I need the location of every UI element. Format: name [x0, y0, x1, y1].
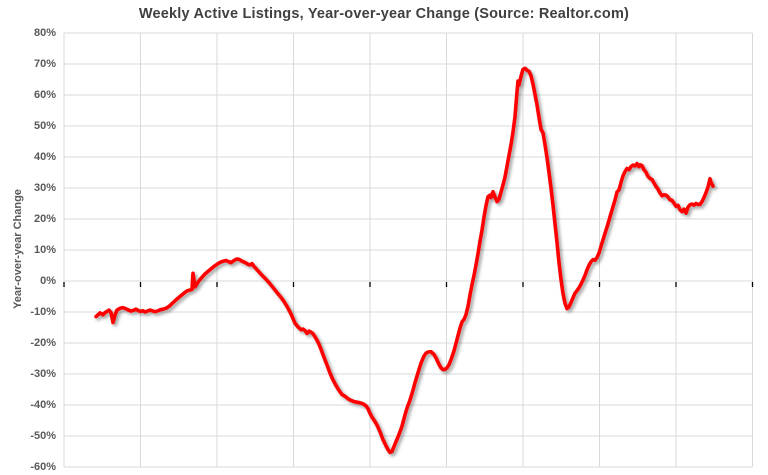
- y-tick-label: -50%: [30, 430, 56, 442]
- y-tick-label: 70%: [33, 58, 56, 70]
- y-tick-label: -10%: [30, 306, 56, 318]
- y-tick-label: 40%: [33, 151, 56, 163]
- y-tick-label: -30%: [30, 368, 56, 380]
- gridlines: [63, 32, 753, 468]
- y-tick-label: 20%: [33, 213, 56, 225]
- y-tick-label: -20%: [30, 337, 56, 349]
- zero-axis: [63, 280, 754, 287]
- series-layer: [94, 66, 715, 455]
- series-line-active-listings-yoy: [94, 66, 715, 455]
- y-tick-label: 60%: [33, 89, 56, 101]
- y-tick-label: 10%: [33, 244, 56, 256]
- y-tick-label: -60%: [30, 461, 56, 473]
- y-tick-label: -40%: [30, 399, 56, 411]
- chart-title: Weekly Active Listings, Year-over-year C…: [138, 6, 630, 22]
- y-tick-label: 30%: [33, 182, 56, 194]
- y-tick-label: 80%: [33, 27, 56, 39]
- y-tick-label: 0%: [40, 275, 56, 287]
- y-tick-label: 50%: [33, 120, 56, 132]
